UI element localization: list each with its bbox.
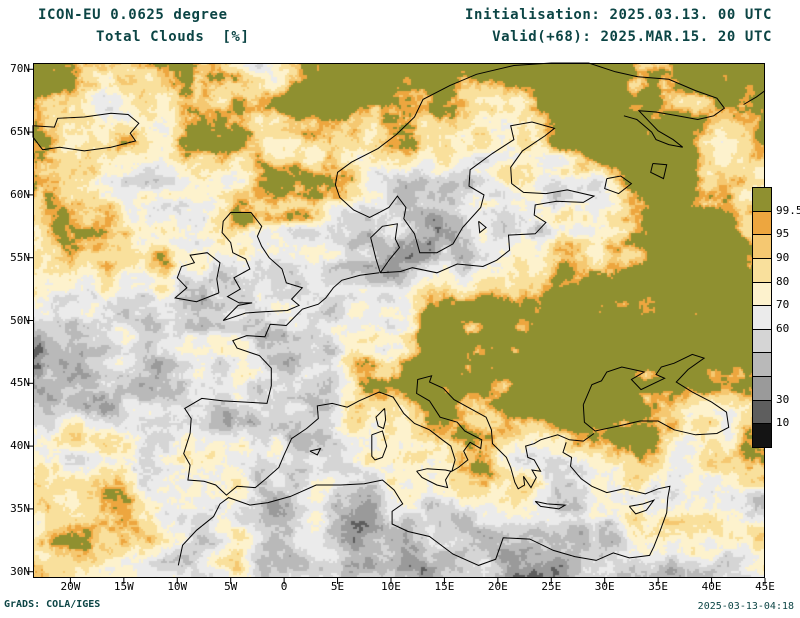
lon-tick-label: 5W: [224, 580, 238, 593]
lon-tick-label: 15E: [434, 580, 455, 593]
colorbar-label: 99.5: [776, 203, 800, 217]
lat-tick-label: 45N: [10, 376, 30, 390]
lat-tick-label: 35N: [10, 501, 30, 515]
lon-tick-label: 45E: [755, 580, 775, 593]
lat-tick-label: 60N: [10, 187, 30, 201]
creation-timestamp: 2025-03-13-04:18: [697, 601, 794, 612]
model-title: ICON-EU 0.0625 degree: [38, 7, 228, 23]
lat-tick-label: 40N: [10, 439, 30, 453]
lon-tick-label: 20W: [60, 580, 81, 593]
colorbar-label: 10: [776, 416, 790, 430]
colorbar-label: 95: [776, 227, 790, 241]
lon-tick-label: 0: [280, 580, 288, 593]
lon-tick-label: 20E: [487, 580, 508, 593]
colorbar-label: 30: [776, 392, 790, 406]
lon-tick-label: 10E: [381, 580, 401, 593]
lat-tick-label: 70N: [10, 62, 30, 76]
colorbar-label: 70: [776, 298, 790, 312]
init-time-label: Initialisation: 2025.03.13. 00 UTC: [465, 7, 772, 23]
lon-tick-label: 25E: [541, 580, 562, 593]
lat-tick-label: 50N: [10, 313, 30, 327]
lon-tick-label: 35E: [648, 580, 669, 593]
grads-credit: GrADS: COLA/IGES: [4, 599, 101, 610]
colorbar-label: 60: [776, 321, 790, 335]
map-area: [27, 62, 766, 584]
lat-tick-label: 55N: [10, 250, 30, 264]
colorbar-label: 80: [776, 274, 790, 288]
cloud-cover-field: [33, 63, 765, 578]
lat-tick-label: 65N: [10, 125, 30, 139]
lon-tick-label: 10W: [167, 580, 188, 593]
lon-tick-label: 40E: [701, 580, 722, 593]
lon-tick-label: 30E: [594, 580, 615, 593]
variable-title: Total Clouds [%]: [96, 29, 250, 45]
lon-tick-label: 15W: [113, 580, 134, 593]
valid-time-label: Valid(+68): 2025.MAR.15. 20 UTC: [492, 29, 772, 45]
lon-tick-label: 5E: [330, 580, 345, 593]
lat-tick-label: 30N: [10, 564, 30, 578]
colorbar-label: 90: [776, 250, 790, 264]
